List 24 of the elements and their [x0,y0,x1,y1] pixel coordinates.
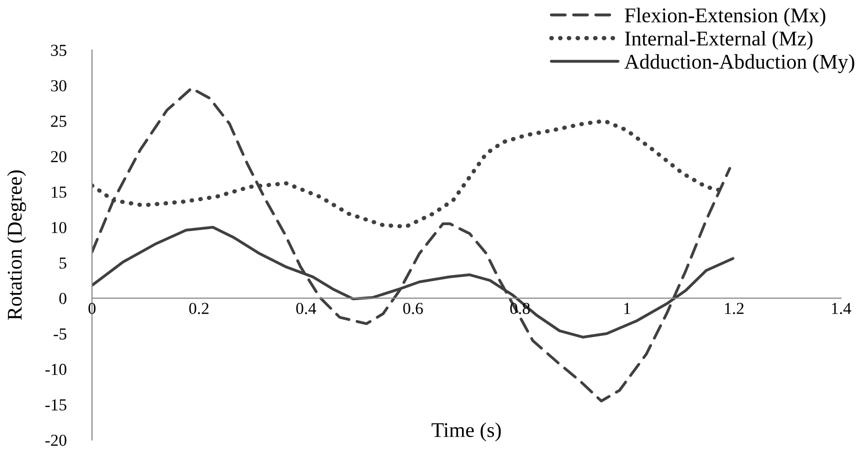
y-tick-label: 15 [52,186,66,198]
x-tick-label: 0.6 [403,302,423,314]
x-tick-label: 1.4 [832,302,852,314]
y-tick-label: -5 [54,328,66,340]
legend-label: Internal-External (Mz) [625,30,812,50]
y-tick-label: -10 [45,364,66,376]
y-tick-label: 5 [60,258,66,269]
x-tick-label: 1 [624,302,630,314]
y-tick-label: 35 [51,44,66,56]
y-tick-label: 10 [52,222,66,234]
x-tick-label: 1.2 [725,302,744,314]
y-tick-label: -20 [45,434,66,446]
y-tick-label: 0 [59,292,66,304]
x-tick-label: 0 [88,302,96,314]
y-tick-label: -15 [45,399,66,410]
x-axis-title: Time (s) [432,422,501,442]
legend-label: Flexion-Extension (Mx) [624,8,826,27]
y-tick-label: 20 [51,151,66,162]
y-tick-label: 30 [51,80,66,92]
y-tick-label: 25 [51,116,66,127]
x-tick-label: 0.4 [296,302,316,314]
x-tick-label: 0.2 [189,302,208,314]
legend-label: Adduction-Abduction (My) [624,54,854,74]
y-axis-title: Rotation (Degree) [7,170,26,320]
